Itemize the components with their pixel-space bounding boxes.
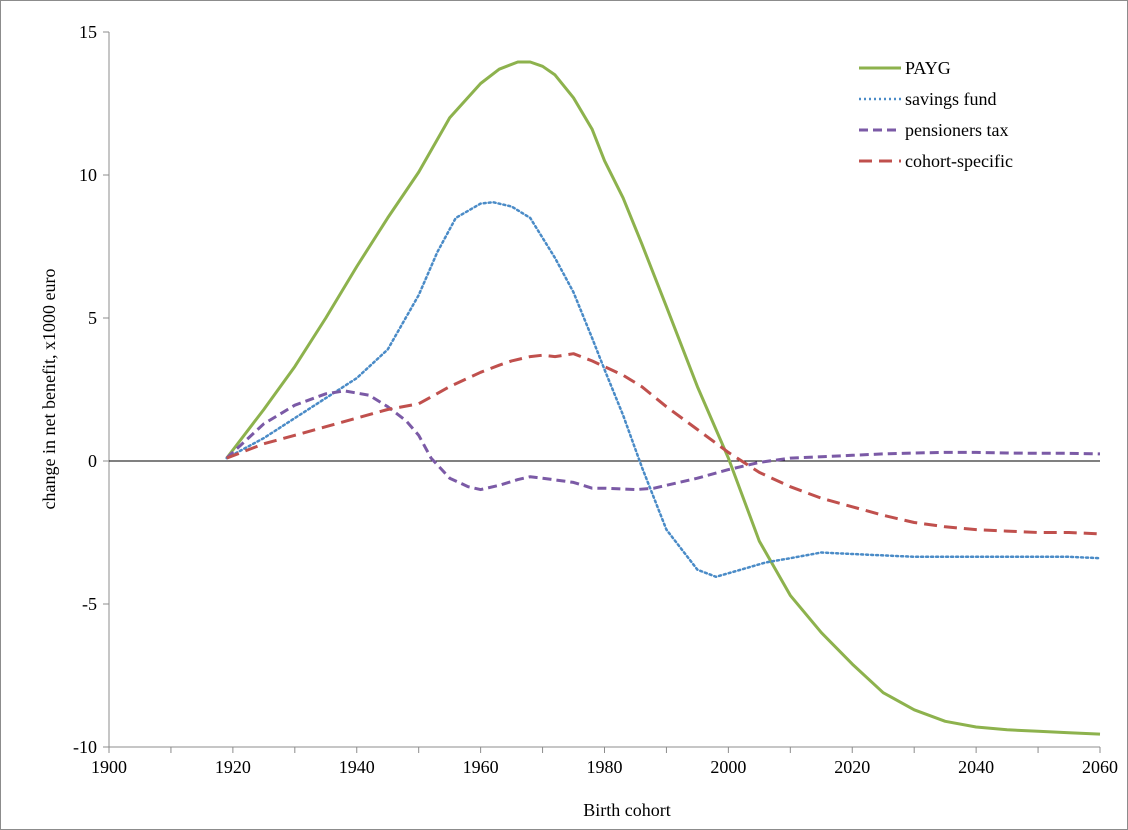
- series-line-pensioners-tax: [225, 389, 1101, 492]
- series-line-savings-fund: [225, 200, 1102, 579]
- x-tick-label: 2040: [958, 757, 994, 777]
- x-tick-label: 1980: [587, 757, 623, 777]
- x-tick-label: 1920: [215, 757, 251, 777]
- legend-label: savings fund: [905, 89, 997, 109]
- series-layer: [225, 60, 1102, 736]
- x-tick-label: 2000: [710, 757, 746, 777]
- series-line-cohort-specific: [226, 352, 1101, 536]
- y-tick-label: 15: [79, 22, 97, 42]
- y-tick-label: -5: [82, 594, 97, 614]
- legend-label: pensioners tax: [905, 120, 1008, 140]
- legend-label: PAYG: [905, 58, 951, 78]
- series-line-payg: [225, 60, 1101, 736]
- y-tick-label: 10: [79, 165, 97, 185]
- x-tick-label: 1940: [339, 757, 375, 777]
- y-tick-label: 5: [88, 308, 97, 328]
- x-axis-title: Birth cohort: [583, 800, 671, 820]
- y-axis-title: change in net benefit, x1000 euro: [39, 269, 59, 510]
- y-tick-label: 0: [88, 451, 97, 471]
- axes-layer: -10 -5 0 5 10 15 1900 1920 1940 1960 1980 2000 2020 2…: [73, 22, 1118, 777]
- y-tick-label: -10: [73, 737, 97, 757]
- x-tick-label: 2020: [834, 757, 870, 777]
- legend: PAYG savings fund pensioners tax cohort-spe…: [859, 58, 1013, 171]
- x-tick-label: 1900: [91, 757, 127, 777]
- x-tick-label: 1960: [463, 757, 499, 777]
- x-tick-label: 2060: [1082, 757, 1118, 777]
- legend-label: cohort-specific: [905, 151, 1013, 171]
